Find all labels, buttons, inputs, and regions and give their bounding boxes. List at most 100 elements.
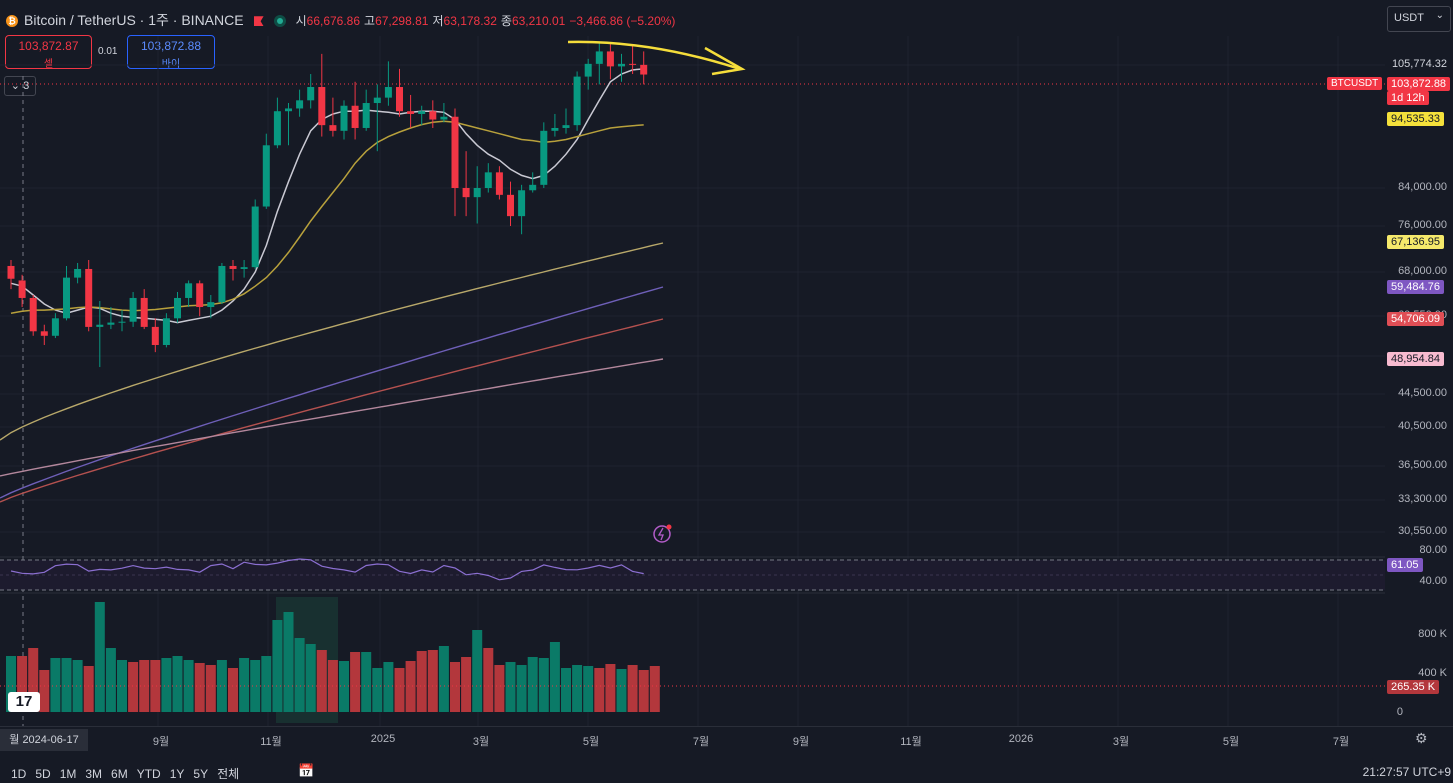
candle — [63, 265, 70, 321]
candle — [185, 280, 193, 308]
volume-bar — [83, 666, 94, 712]
candle — [251, 199, 259, 269]
lightning-icon[interactable] — [653, 524, 672, 543]
time-axis-label: 2026 — [1008, 733, 1034, 745]
volume-bar — [461, 657, 472, 712]
candle — [629, 44, 637, 75]
ohlc-item: 저63,178.32 — [432, 14, 496, 28]
candle — [584, 58, 592, 90]
candle — [285, 103, 292, 146]
last-price-tag: 103,872.88 — [1387, 77, 1451, 91]
volume-bar — [572, 665, 583, 712]
symbol-title: Bitcoin / TetherUS · 1주 · BINANCE — [24, 12, 244, 28]
ohlc-item: −3,466.86 (−5.20%) — [569, 14, 675, 28]
flag-icon[interactable] — [253, 16, 264, 27]
candle — [518, 184, 526, 235]
indicators-toggle[interactable]: ⌄ 3 — [4, 76, 36, 96]
timeframe-전체[interactable]: 전체 — [217, 767, 240, 781]
time-axis-label: 9월 — [792, 736, 810, 748]
candles — [7, 41, 648, 368]
volume-bar — [6, 656, 16, 712]
candle — [207, 294, 215, 319]
volume-bar — [438, 646, 449, 712]
volume-bar — [28, 648, 39, 712]
time-axis[interactable]: 월 2024-06-17 9월 11월 2025 3월 5월 7월 9월 11월 2026 3월 5월… — [0, 726, 1453, 755]
volume-bar — [405, 661, 416, 712]
market-status-icon[interactable] — [273, 15, 286, 28]
rsi-bottom-label: 40.00 — [1419, 575, 1447, 587]
ohlc-value: 67,298.81 — [375, 14, 429, 28]
candle — [606, 44, 614, 80]
volume-bar — [128, 662, 139, 712]
candle — [162, 313, 170, 348]
candle — [618, 53, 625, 82]
moving-averages — [0, 68, 664, 503]
volume-bar — [561, 668, 571, 712]
timeframe-1y[interactable]: 1Y — [169, 767, 185, 781]
price-axis-label: 105,774.32 — [1391, 58, 1447, 70]
timeframe-1m[interactable]: 1M — [59, 767, 77, 781]
chevron-down-icon: ⌄ — [1435, 10, 1444, 21]
ohlc-value: 63,210.01 — [511, 14, 566, 28]
timeframe-3m[interactable]: 3M — [85, 767, 103, 781]
symbol-tag: BTCUSDT — [1327, 77, 1383, 90]
candle — [573, 71, 581, 131]
candle — [29, 294, 37, 336]
ma-fast-line — [10, 68, 644, 324]
currency-select[interactable]: USDT ⌄ — [1387, 6, 1451, 32]
candle — [451, 108, 459, 217]
currency-value: USDT — [1394, 12, 1424, 24]
timeframe-buttons: 1D 5D 1M 3M 6M YTD 1Y 5Y 전체 — [11, 765, 248, 783]
chevron-down-icon: ⌄ — [10, 80, 21, 92]
candle — [229, 260, 237, 281]
timeframe-ytd[interactable]: YTD — [136, 767, 161, 781]
timeframe-5y[interactable]: 5Y — [193, 767, 209, 781]
ohlc-value: 66,676.86 — [306, 14, 361, 28]
candle — [396, 68, 403, 117]
candle — [307, 74, 315, 109]
volume-axis-label: 0 — [1396, 706, 1403, 718]
timeframe-6m[interactable]: 6M — [111, 767, 128, 781]
price-axis-label: 44,500.00 — [1398, 387, 1447, 399]
time-axis-label: 3월 — [1112, 736, 1130, 748]
volume-bar — [72, 660, 83, 712]
calendar-icon[interactable]: 📅 — [298, 763, 315, 778]
ma4-tag: 54,706.09 — [1387, 312, 1444, 326]
clock[interactable]: 21:27:57 UTC+9 — [1362, 765, 1451, 779]
candle — [18, 274, 26, 308]
volume-bar — [194, 663, 205, 712]
arrow-head — [704, 46, 746, 76]
ma5-tag: 48,954.84 — [1387, 352, 1444, 366]
volume-bar — [649, 666, 660, 712]
price-axis-label: 84,000.00 — [1398, 181, 1447, 193]
timeframe-5d[interactable]: 5D — [35, 767, 51, 781]
volume-axis-label: 800 K — [1418, 628, 1447, 640]
volume-bar — [549, 642, 560, 712]
ohlc-label: 저 — [432, 14, 444, 28]
price-axis-label: 68,000.00 — [1398, 265, 1447, 277]
candle — [462, 151, 470, 217]
volume-bar — [150, 660, 161, 712]
volume-bar — [239, 658, 250, 712]
price-axis-label: 30,550.00 — [1398, 525, 1447, 537]
candle — [562, 108, 570, 134]
spread-value: 0.01 — [98, 46, 118, 57]
timeframe-1d[interactable]: 1D — [11, 767, 27, 781]
candle — [74, 262, 82, 284]
volume-bar — [294, 638, 305, 712]
price-axis-label: 76,000.00 — [1398, 219, 1447, 231]
candle — [351, 81, 359, 140]
settings-gear-icon[interactable]: ⚙ — [1415, 730, 1428, 746]
symbol-header[interactable]: ₿ Bitcoin / TetherUS · 1주 · BINANCE 시66,67… — [6, 10, 679, 30]
volume-bar — [472, 630, 483, 712]
arrow-annotation — [567, 40, 741, 71]
candle — [340, 100, 348, 140]
price-chart[interactable] — [0, 36, 1385, 726]
volume-bar — [383, 662, 394, 712]
volume-bar — [305, 644, 316, 712]
volume-bar — [450, 662, 460, 712]
countdown-tag: 1d 12h — [1387, 91, 1429, 105]
price-axis[interactable]: 105,774.3284,000.0076,000.0068,000.0060,… — [1385, 36, 1453, 726]
volume-bar — [316, 650, 327, 712]
volume-bar — [105, 648, 116, 712]
